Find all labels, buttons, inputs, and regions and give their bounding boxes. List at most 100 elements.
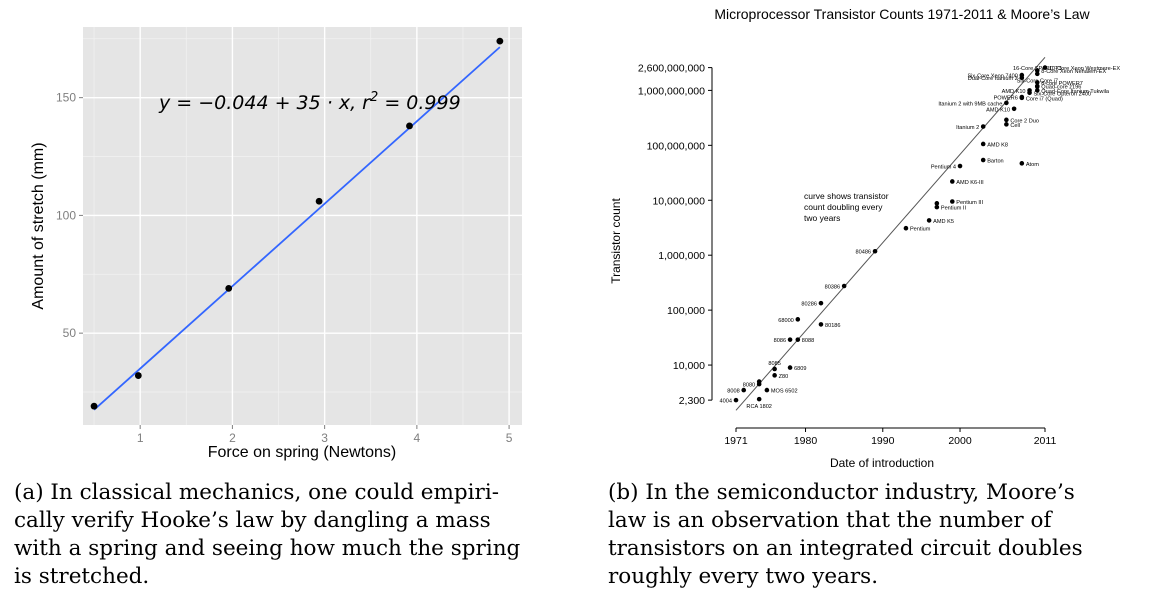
caption-line: transistors on an integrated circuit dou… [608, 536, 1083, 561]
caption-a: (a) In classical mechanics, one could em… [14, 479, 574, 591]
processor-label: Barton [987, 159, 1003, 165]
processor-point [1011, 106, 1017, 112]
processor-point [787, 337, 793, 342]
chart-title: Microprocessor Transistor Counts 1971-20… [714, 6, 1090, 22]
moores-law-trend-line [735, 56, 1046, 411]
tick-labels: 1971 1980 1990 2000 2011 2,300 10,000 100,000 1,… [638, 63, 1057, 447]
processor-point [772, 373, 777, 378]
processor-point [1019, 161, 1025, 166]
processor-point [980, 124, 986, 129]
processor-point [950, 199, 955, 204]
processor-point [980, 157, 986, 163]
processor-point [903, 225, 909, 231]
processor-label: 8-Core Xeon Nehalem-EX [1041, 69, 1106, 75]
processor-label: 68000 [778, 318, 794, 324]
x-tick-label: 1980 [794, 435, 818, 447]
x-tick-label: 1971 [724, 435, 748, 447]
y-tick-label: 2,600,000,000 [638, 63, 705, 75]
x-axis-label: Date of introduction [830, 456, 934, 470]
processor-label: 8088 [802, 338, 814, 344]
processor-label: Itanium 2 with 9MB cache [938, 101, 1002, 107]
processor-label: 6809 [794, 366, 806, 372]
y-tick-label: 50 [63, 326, 77, 340]
processor-label: Pentium 4 [931, 165, 956, 171]
x-tick-label: 4 [414, 431, 421, 445]
caption-line: with a spring and seeing how much the sp… [14, 536, 521, 561]
processor-point [756, 379, 762, 384]
regression-line [93, 46, 501, 411]
y-axis-label: Amount of stretch (mm) [30, 142, 47, 309]
processor-point [934, 204, 940, 210]
processor-label: Six-Core Opteron 2400 [1034, 91, 1092, 97]
processor-point [1034, 68, 1040, 73]
x-tick-label: 1 [137, 431, 144, 445]
caption-line: is stretched. [14, 564, 150, 589]
processor-label: Quad-core z196 [1041, 85, 1081, 91]
caption-b: (b) In the semiconductor industry, Moore… [608, 479, 1153, 591]
processor-point [772, 366, 777, 372]
caption-line: (a) In classical mechanics, one could em… [14, 480, 499, 505]
processor-label: 16-Core SPARC T3 [1013, 66, 1062, 72]
processor-points: 4004 8008 8080 RCA 1802 MOS 6502 8085 Z80 6809 8… [720, 65, 1120, 410]
processor-label: Atom [1026, 162, 1039, 168]
processor-point [741, 387, 747, 393]
processor-label: 8086 [774, 338, 786, 344]
x-tick-label: 5 [506, 431, 513, 445]
curve-annotation: curve shows transistor count doubling ev… [804, 191, 891, 223]
x-tick-label: 3 [321, 431, 328, 445]
data-point [406, 122, 413, 130]
processor-point [818, 300, 824, 306]
processor-label: AMD K10 [1002, 89, 1026, 95]
gridlines [83, 27, 522, 425]
x-tick-label: 2 [229, 431, 236, 445]
processor-label: 8008 [727, 389, 739, 395]
processor-label: 8080 [743, 383, 755, 389]
processor-label: 8085 [768, 361, 780, 367]
y-axis-label: Transistor count [609, 198, 623, 284]
processor-label: Core i7 (Quad) [1026, 96, 1063, 102]
x-tick-label: 1990 [871, 435, 895, 447]
processor-label: Core 2 Duo [1010, 118, 1039, 124]
caption-line: law is an observation that the number of [608, 508, 1052, 533]
processor-point [1027, 88, 1032, 93]
processor-point [795, 337, 801, 342]
x-tick-label: 2000 [948, 435, 972, 447]
processor-label: 10-Core Xeon Westmere-EX [1049, 66, 1120, 72]
processor-point [1019, 95, 1025, 101]
x-axis-label: Force on spring (Newtons) [208, 444, 397, 461]
processor-point [818, 322, 824, 327]
data-points [90, 37, 504, 410]
processor-point [1004, 117, 1009, 123]
processor-point [764, 387, 770, 393]
processor-point [795, 317, 801, 322]
tick-labels: 1 2 3 4 5 50 100 150 [56, 91, 513, 445]
data-point [90, 402, 98, 410]
processor-label: Pentium III [956, 200, 983, 206]
processor-label: Six-Core Xeon 7400 [967, 74, 1017, 80]
processor-label: Pentium [910, 227, 931, 233]
processor-point [1034, 71, 1040, 77]
processor-label: 80286 [801, 302, 817, 308]
caption-line: roughly every two years. [608, 564, 879, 589]
x-tick-label: 2011 [1034, 435, 1057, 447]
processor-point [733, 397, 739, 403]
processor-label: RCA 1802 [746, 404, 772, 410]
processor-label: 80386 [825, 284, 841, 290]
moores-law-chart: Microprocessor Transistor Counts 1971-20… [609, 6, 1120, 470]
processor-point [756, 396, 762, 402]
data-point [496, 37, 504, 45]
processor-point [787, 365, 793, 370]
processor-point [957, 163, 963, 169]
caption-line: (b) In the semiconductor industry, Moore… [608, 480, 1075, 505]
y-tick-label: 10,000 [673, 360, 705, 372]
y-tick-label: 100 [56, 208, 76, 222]
processor-point [980, 141, 986, 147]
processor-label: MOS 6502 [771, 389, 798, 395]
processor-label: 4004 [720, 399, 732, 405]
processor-point [841, 283, 847, 289]
y-tick-label: 100,000,000 [647, 140, 706, 152]
processor-label: Itanium 2 [956, 125, 979, 131]
y-tick-label: 10,000,000 [652, 195, 705, 207]
processor-point [872, 248, 878, 254]
